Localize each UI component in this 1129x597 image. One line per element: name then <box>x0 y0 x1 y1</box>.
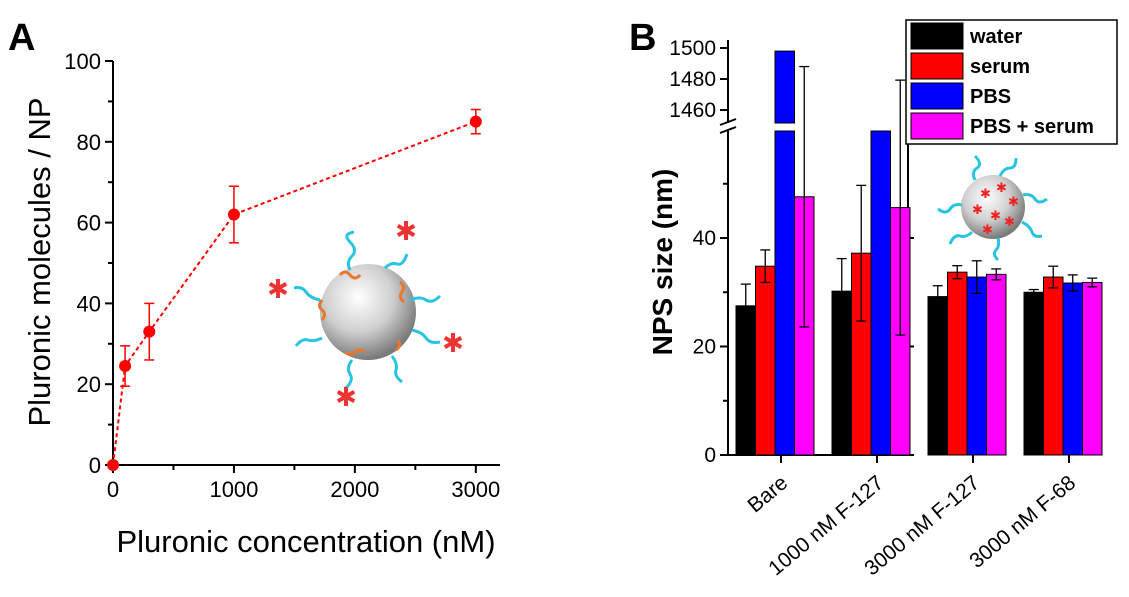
panel-a-x-tick-label: 3000 <box>451 477 500 502</box>
panel-b-y-axis-title: NPS size (nm) <box>647 169 678 356</box>
panel-b-bar <box>966 276 987 456</box>
svg-text:✱: ✱ <box>972 202 983 217</box>
panel-b-y-tick-label: 0 <box>704 444 716 467</box>
panel-a-y-axis-title: Pluronic molecules / NP <box>22 97 57 426</box>
panel-a-x-axis-title: Pluronic concentration (nM) <box>116 524 495 559</box>
panel-a-data-point <box>469 115 482 128</box>
panel-b-bar <box>1082 281 1103 456</box>
panel-b-y-tick-label: 1480 <box>669 68 716 91</box>
panel-a-data-point <box>107 459 119 471</box>
panel-b-legend-label: serum <box>970 56 1030 78</box>
panel-a-x-tick-label: 2000 <box>330 477 379 502</box>
panel-a-x-tick-label: 1000 <box>209 477 258 502</box>
svg-text:✱: ✱ <box>335 382 357 412</box>
svg-text:✱: ✱ <box>996 180 1007 195</box>
panel-a-y-tick-label: 80 <box>77 130 101 155</box>
panel-b-y-tick-label: 1460 <box>669 99 716 122</box>
panel-b-bar <box>1043 276 1064 456</box>
panel-b-legend-swatch <box>910 22 964 50</box>
nanoparticle-illustration-a: ✱ ✱ ✱ ✱ <box>267 216 464 412</box>
panel-b-bar <box>927 296 948 456</box>
panel-b-legend-swatch <box>910 52 964 80</box>
panel-a-data-point <box>227 208 240 221</box>
panel-a-y-tick-label: 100 <box>64 49 101 74</box>
svg-text:✱: ✱ <box>442 328 464 358</box>
panel-a-y-tick-label: 40 <box>77 291 101 316</box>
panel-b-bar <box>735 305 756 456</box>
panel-b-bar <box>1062 282 1083 456</box>
panel-b-bar <box>755 265 776 456</box>
panel-b-legend-swatch <box>910 82 964 110</box>
panel-letter-a: A <box>8 17 35 59</box>
svg-text:✱: ✱ <box>1008 194 1019 209</box>
panel-a-y-tick-label: 20 <box>77 372 101 397</box>
panel-a-series-line <box>112 120 477 466</box>
panel-b-bar <box>870 130 891 456</box>
panel-b-axis-break-mark <box>719 118 737 126</box>
panel-b-legend-label: PBS <box>970 86 1011 108</box>
svg-text:✱: ✱ <box>990 208 1001 223</box>
panel-b-axis-break-mark <box>719 126 737 134</box>
panel-b-bar <box>774 130 795 456</box>
panel-b-legend-swatch <box>910 112 964 140</box>
panel-a-y-tick-label: 0 <box>89 453 101 478</box>
svg-text:✱: ✱ <box>1004 214 1015 229</box>
panel-a-y-tick-label: 60 <box>77 211 101 236</box>
panel-b-y-tick-label: 20 <box>693 336 716 359</box>
panel-a-data-point <box>143 325 156 338</box>
panel-letter-b: B <box>629 17 656 59</box>
panel-b-bar <box>986 273 1007 456</box>
panel-a-x-tick-label: 0 <box>107 477 119 502</box>
panel-b-x-tick-label: Bare <box>743 471 792 517</box>
svg-text:✱: ✱ <box>980 186 991 201</box>
panel-a-data-point <box>119 360 132 373</box>
panel-b-bar <box>1023 291 1044 456</box>
panel-b-bar <box>774 50 795 124</box>
panel-b-legend-label: PBS + serum <box>970 116 1094 138</box>
svg-text:✱: ✱ <box>395 216 417 246</box>
panel-b-y-tick-label: 1500 <box>669 37 716 60</box>
panel-b-y-tick-label: 40 <box>693 227 716 250</box>
panel-b-bar <box>947 271 968 456</box>
svg-text:✱: ✱ <box>982 222 993 237</box>
panel-b-legend-label: water <box>969 26 1022 48</box>
svg-text:✱: ✱ <box>267 274 289 304</box>
nanoparticle-illustration-b: ✱ ✱ ✱ ✱ ✱ ✱ ✱ <box>937 154 1048 262</box>
panel-b-x-tick-label: 3000 nM F-68 <box>965 471 1080 573</box>
